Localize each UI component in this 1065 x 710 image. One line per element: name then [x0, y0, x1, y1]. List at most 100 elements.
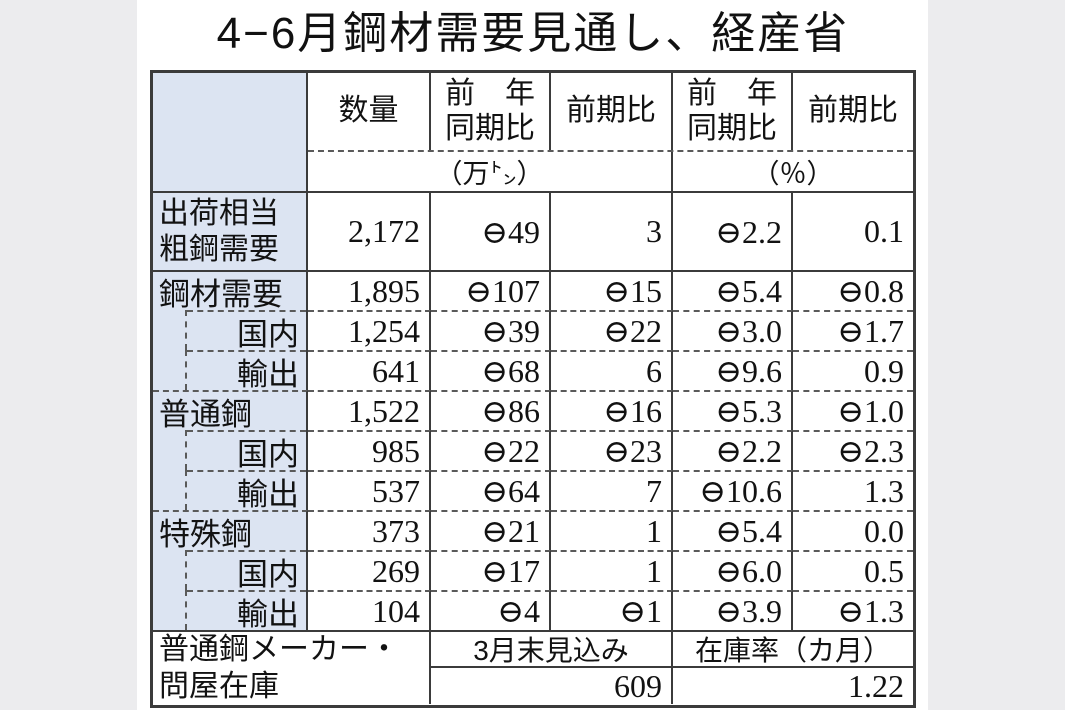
- footer-ratio-header: 在庫率（カ月）: [673, 632, 913, 668]
- cell-value: 0.5: [793, 550, 913, 590]
- cell-value: ⊖49: [431, 191, 551, 270]
- cell-value: ⊖10.6: [673, 470, 793, 510]
- col-header-quantity: 数量: [308, 73, 431, 150]
- cell-value: ⊖15: [551, 270, 673, 310]
- cell-value: 1,522: [308, 390, 431, 430]
- col-header-qoq-percent: 前期比: [808, 94, 898, 128]
- cell-value: ⊖39: [431, 310, 551, 350]
- header-right-block: 数量 前 年 同期比 前期比 前 年 同期比 前期比 （万㌧） （％）: [308, 73, 913, 191]
- col-header-qoq-volume: 前期比: [551, 73, 673, 150]
- cell-value: 641: [308, 350, 431, 390]
- cell-value: ⊖1.0: [793, 390, 913, 430]
- col-header-yoy-percent: 前 年 同期比: [673, 73, 793, 150]
- cell-value: ⊖68: [431, 350, 551, 390]
- row-label-cell: 国内: [153, 310, 308, 350]
- footer-volume-header: 3月末見込み: [431, 632, 671, 668]
- row-label: 国内: [187, 310, 306, 350]
- indent-guide: [153, 470, 187, 510]
- cell-value: ⊖3.0: [673, 310, 793, 350]
- unit-row: （万㌧） （％）: [308, 150, 913, 191]
- row-label: 輸出: [187, 470, 306, 510]
- cell-value: 269: [308, 550, 431, 590]
- col-header-yoy-volume: 前 年 同期比: [431, 73, 551, 150]
- footer-volume-value: 609: [614, 668, 662, 704]
- steel-demand-table: 数量 前 年 同期比 前期比 前 年 同期比 前期比 （万㌧） （％） 出荷相当…: [150, 70, 916, 708]
- indent-guide: [153, 310, 187, 350]
- cell-value: 7: [551, 470, 673, 510]
- cell-value: 0.1: [793, 191, 913, 270]
- cell-value: 373: [308, 510, 431, 550]
- indent-guide: [153, 350, 187, 390]
- row-label: 国内: [187, 430, 306, 470]
- footer-ratio-value: 1.22: [848, 668, 904, 704]
- footer-label: 普通鋼メーカー・ 問屋在庫: [153, 630, 431, 704]
- cell-value: ⊖16: [551, 390, 673, 430]
- table-row: 国内 269 ⊖17 1 ⊖6.0 0.5: [153, 550, 913, 590]
- cell-value: ⊖1.3: [793, 590, 913, 630]
- cell-value: ⊖64: [431, 470, 551, 510]
- row-label-cell: 輸出: [153, 350, 308, 390]
- table-row: 特殊鋼 373 ⊖21 1 ⊖5.4 0.0: [153, 510, 913, 550]
- cell-value: ⊖2.2: [673, 191, 793, 270]
- cell-value: ⊖3.9: [673, 590, 793, 630]
- cell-value: ⊖2.2: [673, 430, 793, 470]
- indent-guide: [153, 550, 187, 590]
- table-row: 輸出 641 ⊖68 6 ⊖9.6 0.9: [153, 350, 913, 390]
- row-label: 輸出: [187, 350, 306, 390]
- row-label: 国内: [187, 550, 306, 590]
- cell-value: ⊖6.0: [673, 550, 793, 590]
- cell-value: 1: [551, 550, 673, 590]
- cell-value: 1,254: [308, 310, 431, 350]
- cell-value: ⊖1: [551, 590, 673, 630]
- cell-value: ⊖5.4: [673, 510, 793, 550]
- row-label: 輸出: [187, 590, 306, 630]
- cell-value: 2,172: [308, 191, 431, 270]
- row-label: 普通鋼: [153, 390, 308, 430]
- table-row: 輸出 104 ⊖4 ⊖1 ⊖3.9 ⊖1.3: [153, 590, 913, 630]
- cell-value: ⊖5.3: [673, 390, 793, 430]
- cell-value: 1,895: [308, 270, 431, 310]
- cell-value: 985: [308, 430, 431, 470]
- row-label-cell: 輸出: [153, 590, 308, 630]
- cell-value: 1.3: [793, 470, 913, 510]
- row-label-cell: 輸出: [153, 470, 308, 510]
- cell-value: ⊖23: [551, 430, 673, 470]
- unit-percent: （％）: [752, 159, 834, 189]
- cell-value: 0.0: [793, 510, 913, 550]
- cell-value: ⊖17: [431, 550, 551, 590]
- cell-value: 1: [551, 510, 673, 550]
- cell-value: ⊖4: [431, 590, 551, 630]
- table-row: 国内 1,254 ⊖39 ⊖22 ⊖3.0 ⊖1.7: [153, 310, 913, 350]
- row-label: 出荷相当 粗鋼需要: [153, 191, 308, 270]
- row-label: 鋼材需要: [153, 270, 308, 310]
- cell-value: ⊖86: [431, 390, 551, 430]
- table-row: 鋼材需要 1,895 ⊖107 ⊖15 ⊖5.4 ⊖0.8: [153, 270, 913, 310]
- cell-value: ⊖22: [551, 310, 673, 350]
- cell-value: ⊖21: [431, 510, 551, 550]
- cell-value: ⊖22: [431, 430, 551, 470]
- table-row: 出荷相当 粗鋼需要 2,172 ⊖49 3 ⊖2.2 0.1: [153, 191, 913, 270]
- header-row: 数量 前 年 同期比 前期比 前 年 同期比 前期比 （万㌧） （％）: [153, 73, 913, 191]
- table-row: 普通鋼 1,522 ⊖86 ⊖16 ⊖5.3 ⊖1.0: [153, 390, 913, 430]
- table-row: 輸出 537 ⊖64 7 ⊖10.6 1.3: [153, 470, 913, 510]
- row-label-cell: 国内: [153, 550, 308, 590]
- cell-value: 537: [308, 470, 431, 510]
- footer-row: 普通鋼メーカー・ 問屋在庫 3月末見込み 609 在庫率（カ月） 1.22: [153, 630, 913, 704]
- indent-guide: [153, 430, 187, 470]
- cell-value: ⊖9.6: [673, 350, 793, 390]
- indent-guide: [153, 590, 187, 630]
- cell-value: ⊖107: [431, 270, 551, 310]
- header-corner-cell: [153, 73, 308, 191]
- cell-value: 104: [308, 590, 431, 630]
- row-label: 特殊鋼: [153, 510, 308, 550]
- cell-value: ⊖0.8: [793, 270, 913, 310]
- cell-value: 0.9: [793, 350, 913, 390]
- unit-volume: （万㌧）: [308, 152, 673, 191]
- table-title: 4−6月鋼材需要見通し、経産省: [216, 9, 850, 58]
- table-row: 国内 985 ⊖22 ⊖23 ⊖2.2 ⊖2.3: [153, 430, 913, 470]
- cell-value: 6: [551, 350, 673, 390]
- footer-volume-cell: 3月末見込み 609: [431, 630, 673, 704]
- cell-value: 3: [551, 191, 673, 270]
- cell-value: ⊖5.4: [673, 270, 793, 310]
- footer-ratio-cell: 在庫率（カ月） 1.22: [673, 630, 913, 704]
